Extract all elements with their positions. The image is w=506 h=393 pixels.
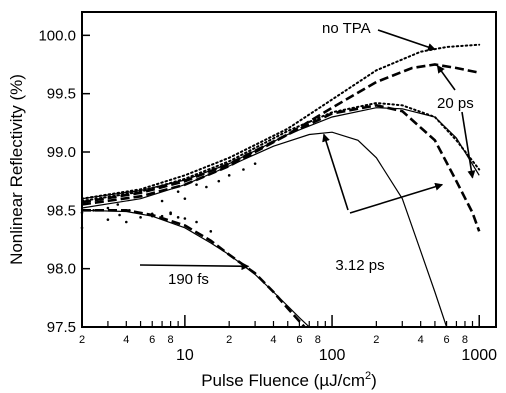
x-axis-label: Pulse Fluence (µJ/cm2) <box>201 370 377 390</box>
data-point <box>92 209 95 212</box>
series-line <box>81 63 480 204</box>
y-tick-label: 97.5 <box>47 319 76 336</box>
x-minor-tick-label: 4 <box>270 334 276 346</box>
y-axis-label: Nonlinear Reflectivity (%) <box>7 74 26 265</box>
data-point <box>242 168 245 171</box>
series-line <box>81 131 448 328</box>
data-point <box>106 206 110 210</box>
data-point <box>128 209 131 212</box>
data-point <box>125 220 128 224</box>
data-point <box>195 183 198 186</box>
annotation-arrow <box>322 133 349 211</box>
x-axis-label-main: Pulse Fluence (µJ/cm <box>201 371 365 390</box>
x-major-tick-label: 10 <box>176 347 194 364</box>
data-point <box>227 174 231 177</box>
x-axis-label-end: ) <box>371 371 377 390</box>
series-line <box>81 101 481 202</box>
x-minor-tick-label: 6 <box>149 334 155 346</box>
data-point <box>253 162 257 165</box>
annotation-arrow <box>349 182 444 214</box>
x-minor-tick-label: 6 <box>444 334 450 346</box>
data-point <box>176 216 180 219</box>
annotation-layer: no TPA 20 ps 3.12 ps 190 fs <box>139 20 476 288</box>
annotation-arrow <box>461 111 476 179</box>
data-point <box>150 214 154 218</box>
x-axis-label-superscript: 2 <box>365 370 371 382</box>
y-tick-label: 98.5 <box>47 202 76 219</box>
data-point <box>106 218 110 221</box>
x-minor-tick-label: 4 <box>123 334 129 346</box>
data-point <box>160 214 164 218</box>
x-minor-tick-label: 2 <box>79 334 85 346</box>
x-minor-tick-label: 8 <box>168 334 174 346</box>
data-point <box>176 190 180 193</box>
y-tick-label: 99.5 <box>47 86 76 103</box>
x-minor-tick-label: 4 <box>418 334 424 346</box>
data-point <box>183 197 187 200</box>
data-point <box>139 216 142 219</box>
data-point <box>195 220 198 224</box>
x-minor-tick-label: 8 <box>315 334 321 346</box>
series-layer <box>80 43 481 328</box>
data-point <box>116 203 120 206</box>
y-tick-label: 98.0 <box>47 261 76 278</box>
y-tick-label: 99.0 <box>47 144 76 161</box>
y-tick-label: 100.0 <box>38 27 76 44</box>
annotation-label: 20 ps <box>437 95 474 112</box>
series-line <box>82 209 306 328</box>
annotation-arrow <box>377 29 436 51</box>
x-major-tick-label: 1000 <box>461 347 497 364</box>
series-line <box>81 107 480 200</box>
data-point <box>169 212 172 216</box>
data-point <box>209 230 213 233</box>
data-point <box>118 213 121 217</box>
annotation-label: 190 fs <box>168 271 209 288</box>
data-point <box>183 217 187 220</box>
x-major-tick-label: 100 <box>319 347 346 364</box>
x-minor-tick-label: 2 <box>226 334 232 346</box>
data-point <box>205 185 208 189</box>
data-point <box>150 212 154 216</box>
series-line <box>81 209 310 328</box>
x-minor-tick-label: 6 <box>296 334 302 346</box>
annotation-arrow <box>436 64 456 91</box>
x-minor-tick-label: 8 <box>462 334 468 346</box>
annotation-label: no TPA <box>322 20 371 37</box>
data-point <box>160 199 164 203</box>
data-point <box>139 195 142 198</box>
annotation-arrow <box>139 262 250 271</box>
data-point <box>94 197 98 200</box>
annotation-label: 3.12 ps <box>335 257 384 274</box>
data-point <box>217 179 221 183</box>
plot-frame <box>81 11 497 328</box>
x-minor-tick-label: 2 <box>373 334 379 346</box>
